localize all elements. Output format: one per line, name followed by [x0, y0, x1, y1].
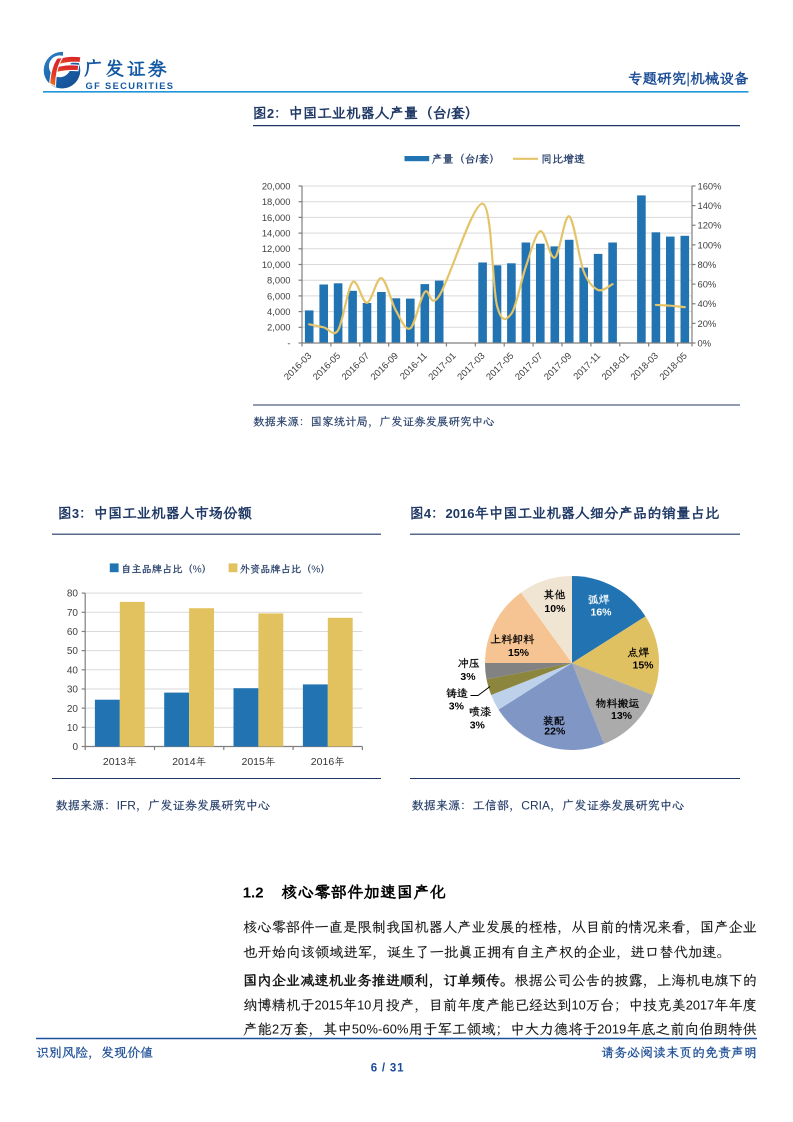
svg-text:15%: 15%	[632, 660, 654, 672]
svg-text:40%: 40%	[698, 298, 717, 309]
svg-text:2014: 2014	[172, 756, 196, 768]
svg-text:/: /	[447, 106, 451, 121]
svg-text:2,000: 2,000	[267, 322, 290, 333]
svg-text:60%: 60%	[698, 279, 717, 290]
svg-text:10: 10	[67, 723, 79, 734]
svg-text:140%: 140%	[698, 200, 722, 211]
svg-text:IFR: IFR	[117, 799, 137, 813]
svg-text:13%: 13%	[611, 710, 633, 722]
svg-text:16%: 16%	[590, 607, 612, 619]
svg-text:70: 70	[67, 608, 79, 619]
svg-text:CRIA: CRIA	[521, 799, 550, 813]
svg-text:3%: 3%	[470, 719, 486, 731]
svg-text:10: 10	[572, 998, 586, 1013]
svg-text:2: 2	[267, 106, 274, 121]
svg-text:20,000: 20,000	[262, 180, 291, 191]
svg-text:80: 80	[67, 589, 79, 600]
svg-text:14,000: 14,000	[262, 228, 291, 239]
svg-text:0: 0	[72, 742, 78, 753]
svg-text:20%: 20%	[698, 318, 717, 329]
svg-text:6,000: 6,000	[267, 290, 290, 301]
svg-text:160%: 160%	[698, 180, 722, 191]
svg-text:GF SECURITIES: GF SECURITIES	[86, 81, 175, 91]
svg-text:2013: 2013	[103, 756, 127, 768]
svg-text:2016: 2016	[446, 506, 475, 521]
svg-text:10%: 10%	[544, 603, 566, 615]
svg-text:3%: 3%	[449, 701, 465, 713]
svg-text:50: 50	[67, 646, 79, 657]
svg-text:120%: 120%	[698, 220, 722, 231]
svg-text:2016: 2016	[311, 756, 335, 768]
svg-text:60: 60	[67, 627, 79, 638]
svg-text:2019: 2019	[597, 1022, 626, 1037]
svg-text:%: %	[311, 565, 320, 576]
svg-text:3%: 3%	[460, 671, 476, 683]
svg-text:20: 20	[67, 704, 79, 715]
svg-text:2015: 2015	[315, 998, 343, 1013]
svg-text:18,000: 18,000	[262, 196, 291, 207]
svg-text:3: 3	[72, 506, 79, 521]
svg-text:10,000: 10,000	[262, 259, 291, 270]
svg-text:80%: 80%	[698, 259, 717, 270]
svg-text:6 / 31: 6 / 31	[371, 1063, 405, 1075]
svg-text:16,000: 16,000	[262, 212, 291, 223]
svg-text:2: 2	[272, 1022, 279, 1037]
svg-text:100%: 100%	[698, 239, 722, 250]
svg-text:4: 4	[424, 506, 432, 521]
svg-text:22%: 22%	[544, 726, 566, 738]
svg-text:1.2: 1.2	[243, 884, 264, 901]
svg-text:%: %	[193, 565, 202, 576]
svg-text:30: 30	[67, 685, 79, 696]
svg-text:4,000: 4,000	[267, 306, 290, 317]
svg-text:-: -	[287, 337, 290, 348]
svg-text:2015: 2015	[242, 756, 266, 768]
svg-text:50%-60%: 50%-60%	[352, 1022, 409, 1037]
svg-text:40: 40	[67, 665, 79, 676]
svg-text:|: |	[686, 72, 690, 88]
svg-text:15%: 15%	[508, 647, 530, 659]
svg-text:12,000: 12,000	[262, 243, 291, 254]
svg-text:/: /	[476, 155, 479, 166]
svg-text:2017: 2017	[686, 998, 714, 1013]
svg-text:0%: 0%	[698, 337, 712, 348]
svg-text:8,000: 8,000	[267, 275, 290, 286]
svg-text:10: 10	[357, 998, 371, 1013]
